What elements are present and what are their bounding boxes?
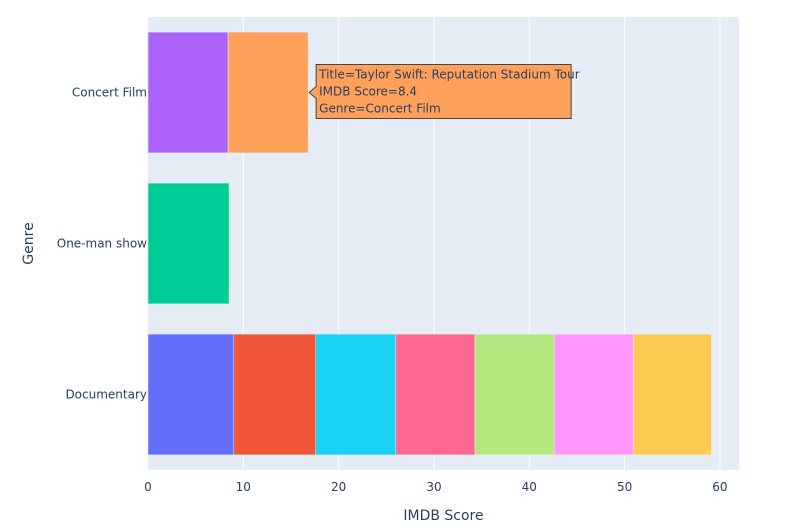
x-tick-label: 30 xyxy=(426,480,441,494)
y-tick-label: Documentary xyxy=(65,388,147,402)
bar-concert-film-0[interactable] xyxy=(147,31,229,154)
x-tick-label: 10 xyxy=(236,480,251,494)
bar-one-man-show-0[interactable] xyxy=(147,182,230,305)
x-tick-label: 50 xyxy=(617,480,632,494)
bar-documentary-5[interactable] xyxy=(553,333,634,456)
hover-tooltip: Title=Taylor Swift: Reputation Stadium T… xyxy=(308,64,580,119)
y-tick-label: Concert Film xyxy=(72,86,147,100)
bar-documentary-3[interactable] xyxy=(395,333,476,456)
x-tick-label: 0 xyxy=(144,480,152,494)
x-tick-label: 20 xyxy=(331,480,346,494)
y-axis-title: Genre xyxy=(21,222,37,264)
bars xyxy=(147,31,712,456)
tooltip-line-score: IMDB Score=8.4 xyxy=(319,85,417,99)
y-tick-label: One-man show xyxy=(57,237,147,251)
tooltip-box xyxy=(308,64,572,119)
x-tick-label: 40 xyxy=(522,480,537,494)
x-axis-title: IMDB Score xyxy=(403,508,483,524)
bar-documentary-2[interactable] xyxy=(315,333,397,456)
tooltip-line-title: Title=Taylor Swift: Reputation Stadium T… xyxy=(318,68,580,82)
x-tick-label: 60 xyxy=(712,480,727,494)
bar-documentary-0[interactable] xyxy=(147,333,235,456)
bar-documentary-4[interactable] xyxy=(474,333,555,456)
bar-documentary-1[interactable] xyxy=(233,333,317,456)
x-tick-labels: 0 10 20 30 40 50 60 xyxy=(144,480,727,494)
y-tick-labels: Concert Film One-man show Documentary xyxy=(57,86,147,402)
bar-documentary-6[interactable] xyxy=(632,333,712,456)
bar-concert-film-1[interactable] xyxy=(227,31,309,154)
tooltip-line-genre: Genre=Concert Film xyxy=(319,102,441,116)
